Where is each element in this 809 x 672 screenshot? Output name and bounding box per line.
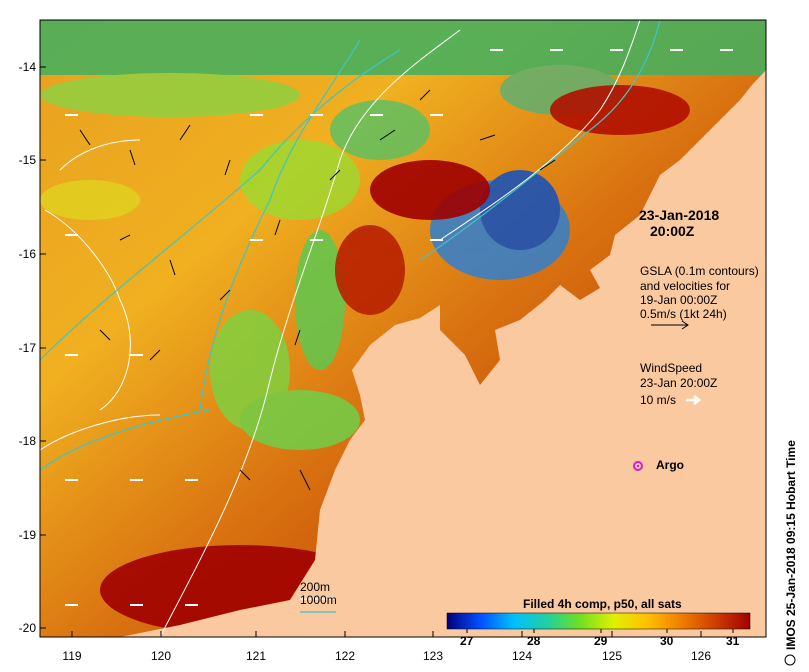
colorbar-title: Filled 4h comp, p50, all sats <box>523 597 682 611</box>
isobath-1000m-label: 1000m <box>300 593 337 607</box>
land-mass <box>120 20 766 637</box>
lon-tick-label: 126 <box>690 649 712 663</box>
lon-tick-label: 125 <box>601 649 623 663</box>
velocity-arrows <box>79 89 556 491</box>
colorbar-tick-label: 29 <box>594 634 608 648</box>
lon-tick-label: 123 <box>422 649 444 663</box>
wind-legend-arrow-icon <box>686 395 702 405</box>
lat-tick-label: -17 <box>18 341 36 355</box>
lon-tick-label: 119 <box>62 649 82 663</box>
lon-tick-label: 121 <box>245 649 267 663</box>
plot-frame <box>39 19 767 638</box>
lon-tick-label: 122 <box>334 649 356 663</box>
copyright-icon <box>784 654 796 666</box>
sst-warm-patches <box>100 85 690 635</box>
lat-tick-label: -18 <box>18 434 36 448</box>
colorbar-tick-label: 31 <box>726 634 740 648</box>
lat-tick-label: -16 <box>18 247 36 261</box>
timestamp-date: 23-Jan-2018 <box>639 207 720 223</box>
argo-marker-icon <box>633 461 643 471</box>
lon-tick-label: 124 <box>511 649 533 663</box>
wind-legend-scale: 10 m/s <box>640 393 677 407</box>
lat-tick-label: -20 <box>18 621 36 635</box>
gsla-contours <box>40 20 641 637</box>
colorbar-tick-label: 30 <box>660 634 674 648</box>
velocity-legend-arrow-icon <box>651 320 689 330</box>
gsla-legend-line4: 0.5m/s (1kt 24h) <box>640 307 727 321</box>
wind-legend-title: WindSpeed <box>640 361 703 375</box>
timestamp-time: 20:00Z <box>650 223 695 239</box>
gsla-legend-line1: GSLA (0.1m contours) <box>640 264 759 278</box>
lat-tick-label: -15 <box>18 153 36 167</box>
lon-tick-label: 120 <box>150 649 172 663</box>
gsla-legend-line2: and velocities for <box>640 279 731 293</box>
argo-label: Argo <box>656 458 684 472</box>
imos-credit: IMOS 25-Jan-2018 09:15 Hobart Time <box>784 440 798 650</box>
colorbar-tick-label: 27 <box>460 634 474 648</box>
isobath-lines <box>40 20 661 471</box>
wind-legend-time: 23-Jan 20:00Z <box>640 376 718 390</box>
wind-arrows <box>65 49 733 606</box>
colorbar-tick-label: 28 <box>527 634 541 648</box>
gsla-legend-line3: 19-Jan 00:00Z <box>640 293 718 307</box>
colorbar-gradient <box>446 612 751 630</box>
lat-tick-label: -14 <box>18 60 36 74</box>
sst-cool-patches <box>40 20 766 450</box>
isobath-200m-label: 200m <box>300 580 331 594</box>
axis-ticks <box>40 66 702 637</box>
colorbar-ticks <box>466 629 734 633</box>
lat-tick-label: -19 <box>18 528 36 542</box>
